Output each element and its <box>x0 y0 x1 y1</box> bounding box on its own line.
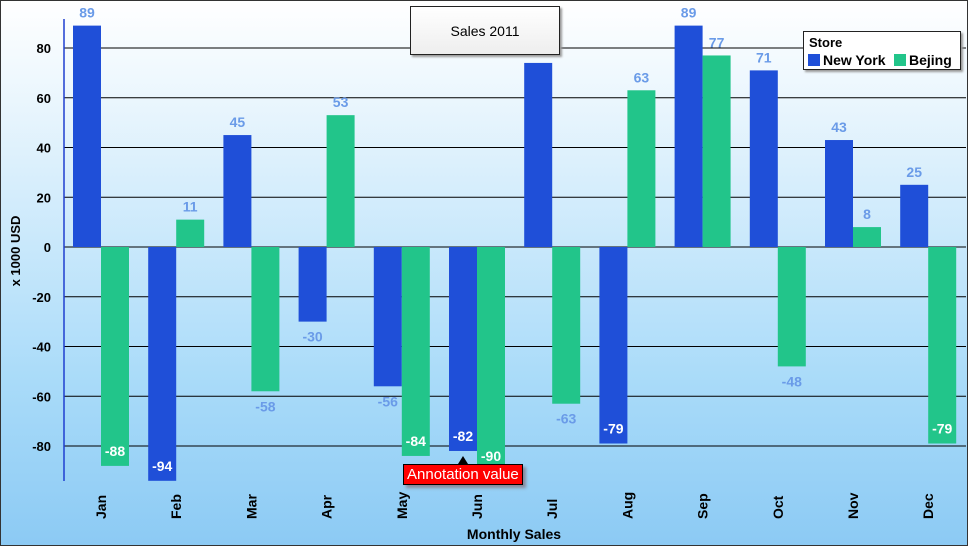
bar-bejing <box>477 247 505 471</box>
bar-bejing <box>552 247 581 404</box>
legend-title: Store <box>809 35 843 50</box>
legend-label: Bejing <box>909 52 952 68</box>
data-label: 45 <box>230 114 246 130</box>
bar-new-york <box>449 247 477 451</box>
x-tick-label: Apr <box>319 494 335 519</box>
bar-new-york <box>674 25 703 247</box>
legend-label: New York <box>823 52 886 68</box>
x-tick-label: Dec <box>920 493 936 519</box>
legend-swatch <box>808 54 820 66</box>
y-tick-label: -80 <box>32 439 51 454</box>
legend-item-new-york[interactable]: New York <box>808 52 886 68</box>
legend: Store New York Bejing <box>803 31 961 70</box>
x-axis-label: Monthly Sales <box>467 526 561 542</box>
x-tick-label: Jun <box>469 494 485 519</box>
bar-new-york <box>298 247 327 322</box>
y-tick-label: 60 <box>37 91 51 106</box>
bar-new-york <box>373 247 402 387</box>
y-tick-label: -20 <box>32 290 51 305</box>
data-label: -79 <box>932 421 952 437</box>
annotation-label: Annotation value <box>403 464 523 485</box>
data-label: 8 <box>863 206 871 222</box>
bar-new-york <box>524 62 553 247</box>
data-label: 11 <box>183 199 198 215</box>
data-label: 89 <box>681 5 697 21</box>
data-label: 43 <box>831 119 847 135</box>
data-label: -84 <box>406 433 426 449</box>
data-label: 25 <box>906 164 922 180</box>
data-label: -82 <box>453 428 473 444</box>
data-label: 89 <box>79 5 95 21</box>
chart-title-text: Sales 2011 <box>450 22 520 39</box>
chart-title: Sales 2011 <box>410 6 560 55</box>
x-tick-label: Jan <box>93 495 109 519</box>
bar-new-york <box>749 70 778 247</box>
data-label: -58 <box>255 398 275 414</box>
y-tick-label: -60 <box>32 389 51 404</box>
y-tick-label: 0 <box>44 240 51 255</box>
data-label: -79 <box>603 421 623 437</box>
bar-new-york <box>825 140 853 247</box>
bar-bejing <box>401 247 430 456</box>
bar-bejing <box>251 247 280 392</box>
y-tick-label: 40 <box>37 141 51 156</box>
x-tick-label: Sep <box>695 493 711 519</box>
y-tick-label: 20 <box>37 190 51 205</box>
data-label: -56 <box>378 393 398 409</box>
bar-new-york <box>900 184 929 247</box>
data-label: -63 <box>556 411 576 427</box>
bar-bejing <box>627 90 656 247</box>
bar-bejing <box>853 227 881 247</box>
data-label: 63 <box>634 69 650 85</box>
legend-swatch <box>894 54 906 66</box>
bar-new-york <box>599 247 628 444</box>
bar-new-york <box>223 135 252 247</box>
data-label: 77 <box>709 34 725 50</box>
data-label: -88 <box>105 443 125 459</box>
data-label: 53 <box>333 94 349 110</box>
annotation-pointer-icon <box>458 456 468 464</box>
bar-bejing <box>702 55 731 248</box>
data-label: -48 <box>782 373 802 389</box>
bar-bejing <box>326 115 355 247</box>
x-tick-label: Feb <box>168 494 184 519</box>
x-tick-label: May <box>394 492 410 519</box>
bar-new-york <box>148 247 177 481</box>
legend-item-bejing[interactable]: Bejing <box>894 52 952 68</box>
annotation-text: Annotation value <box>407 466 519 483</box>
x-tick-label: Mar <box>243 494 259 519</box>
data-label: -94 <box>152 458 172 474</box>
bar-bejing <box>928 247 957 444</box>
x-tick-label: Aug <box>619 492 635 519</box>
bar-bejing <box>777 247 806 367</box>
bar-bejing <box>101 247 129 466</box>
bar-new-york <box>73 25 101 247</box>
data-label: -30 <box>302 329 322 345</box>
data-label: -90 <box>481 448 501 464</box>
x-tick-label: Jul <box>544 499 560 519</box>
y-tick-label: -40 <box>32 340 51 355</box>
data-label: 71 <box>756 49 772 65</box>
x-tick-label: Nov <box>845 492 861 519</box>
bar-bejing <box>176 219 205 247</box>
x-tick-label: Oct <box>770 495 786 519</box>
y-tick-label: 80 <box>37 41 51 56</box>
y-axis-label: x 1000 USD <box>8 216 23 287</box>
